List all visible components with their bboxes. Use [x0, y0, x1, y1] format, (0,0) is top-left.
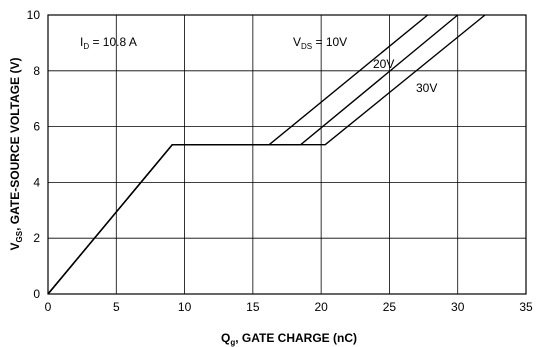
plot-frame: [47, 14, 527, 295]
y-tick-label-5: 10: [27, 8, 41, 22]
annotation-30v: 30V: [416, 81, 437, 95]
x-tick-label-0: 0: [45, 300, 52, 314]
series-line-2: [47, 14, 486, 295]
x-tick-labels: 0 5 10 15 20 25 30 35: [45, 300, 533, 314]
y-tick-label-2: 4: [33, 175, 40, 189]
x-tick-label-4: 20: [314, 300, 328, 314]
y-tick-label-4: 8: [33, 64, 40, 78]
x-tick-label-6: 30: [451, 300, 465, 314]
series-layer: [47, 14, 486, 295]
y-tick-labels: 0 2 4 6 8 10: [27, 8, 41, 301]
y-axis-label: VGS, GATE-SOURCE VOLTAGE (V): [8, 58, 24, 251]
x-tick-label-7: 35: [519, 300, 533, 314]
y-tick-label-3: 6: [33, 120, 40, 134]
series-line-0: [47, 14, 429, 295]
y-tick-label-1: 2: [33, 231, 40, 245]
annotation-vds: VDS = 10V: [293, 35, 347, 51]
x-tick-label-1: 5: [113, 300, 120, 314]
x-tick-label-2: 10: [178, 300, 192, 314]
annotation-20v: 20V: [373, 57, 394, 71]
x-axis-label: Qg, GATE CHARGE (nC): [221, 331, 357, 347]
annotation-id: ID = 10.8 A: [80, 35, 137, 51]
grid-lines: [48, 15, 526, 294]
y-tick-label-0: 0: [33, 287, 40, 301]
x-tick-label-5: 25: [383, 300, 397, 314]
x-tick-label-3: 15: [246, 300, 260, 314]
